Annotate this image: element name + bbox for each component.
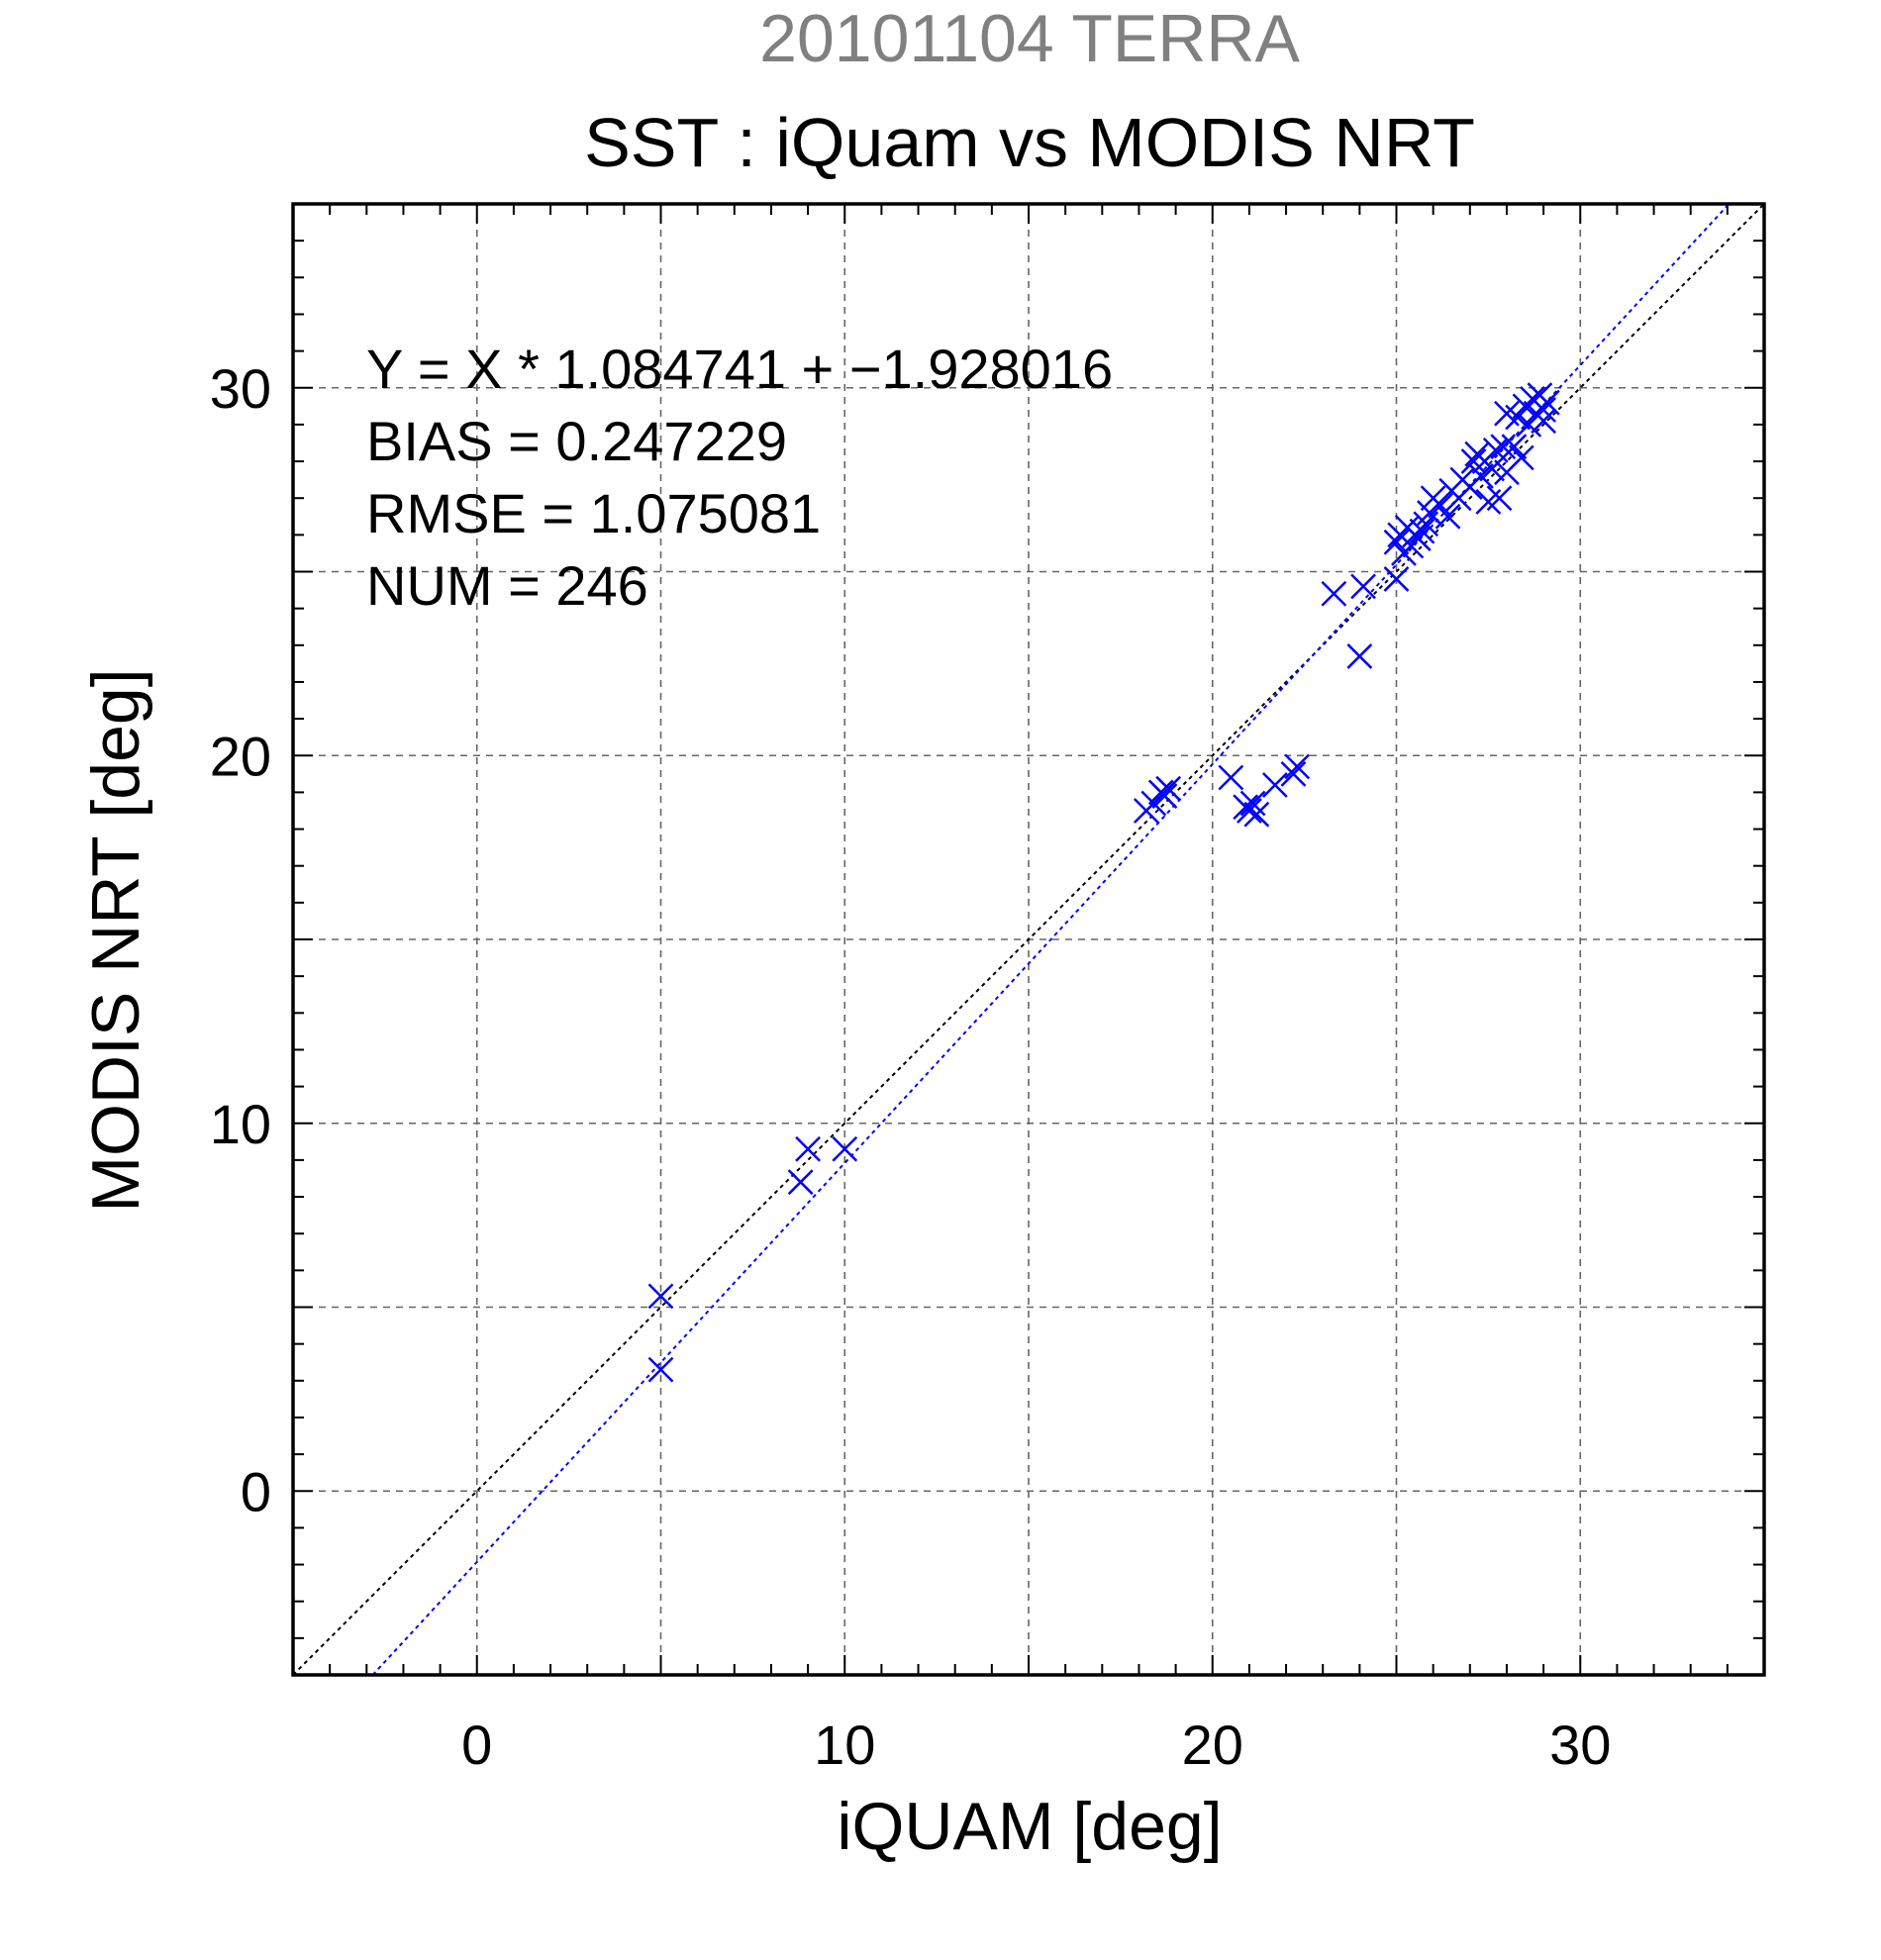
data-points xyxy=(647,382,1560,1383)
data-point xyxy=(1534,389,1560,416)
x-tick-label: 30 xyxy=(1549,1714,1611,1776)
data-point xyxy=(1262,772,1288,798)
y-tick-label: 10 xyxy=(210,1093,271,1155)
data-point xyxy=(787,1169,814,1196)
data-point xyxy=(1383,566,1410,592)
y-axis-label: MODIS NRT [deg] xyxy=(78,668,153,1212)
plot-frame xyxy=(291,202,1766,1677)
data-point xyxy=(1321,580,1347,607)
y-tick-label: 0 xyxy=(241,1460,271,1522)
tick-labels: 0 10 20 30 0 10 20 30 xyxy=(210,357,1612,1776)
data-point xyxy=(1531,397,1556,423)
data-point xyxy=(1155,775,1182,802)
data-point xyxy=(1428,492,1453,519)
data-point xyxy=(1350,573,1376,600)
data-point xyxy=(1284,753,1311,780)
data-point xyxy=(1151,783,1178,809)
data-point xyxy=(795,1135,821,1162)
y-tick-label: 20 xyxy=(210,725,271,787)
x-tick-label: 10 xyxy=(814,1714,875,1776)
data-point xyxy=(1243,801,1270,828)
data-point xyxy=(1490,434,1517,460)
data-point xyxy=(1280,760,1307,787)
num-value: NUM = 246 xyxy=(366,554,648,617)
x-tick-label: 0 xyxy=(461,1714,492,1776)
data-point xyxy=(647,1356,674,1383)
data-point xyxy=(1218,764,1244,791)
data-point xyxy=(1468,463,1494,489)
data-point xyxy=(1237,798,1262,824)
x-tick-label: 20 xyxy=(1182,1714,1243,1776)
reference-lines xyxy=(292,203,1765,1676)
data-point xyxy=(832,1135,858,1162)
data-point xyxy=(1486,485,1513,512)
fit-equation: Y = X * 1.084741 + −1.928016 xyxy=(366,338,1113,400)
data-point xyxy=(1409,518,1436,544)
data-point xyxy=(1501,434,1528,460)
data-point xyxy=(1460,448,1487,474)
y-tick-label: 30 xyxy=(210,357,271,420)
data-point xyxy=(647,1283,674,1310)
data-point xyxy=(1346,643,1373,669)
rmse-value: RMSE = 1.075081 xyxy=(366,482,821,544)
chart-title: SST : iQuam vs MODIS NRT xyxy=(584,104,1475,181)
bias-value: BIAS = 0.247229 xyxy=(366,410,787,472)
data-point xyxy=(1508,444,1534,471)
date-title: 20101104 TERRA xyxy=(759,1,1300,76)
stats-annotation: Y = X * 1.084741 + −1.928016 BIAS = 0.24… xyxy=(366,338,1113,617)
grid-lines xyxy=(293,204,1764,1675)
identity-line xyxy=(292,203,1765,1676)
data-point xyxy=(1435,503,1461,530)
data-point xyxy=(1405,526,1432,551)
data-point xyxy=(1383,529,1410,555)
axis-ticks xyxy=(293,204,1764,1675)
regression-fit-line xyxy=(371,203,1731,1676)
x-axis-label: iQUAM [deg] xyxy=(837,1789,1222,1864)
